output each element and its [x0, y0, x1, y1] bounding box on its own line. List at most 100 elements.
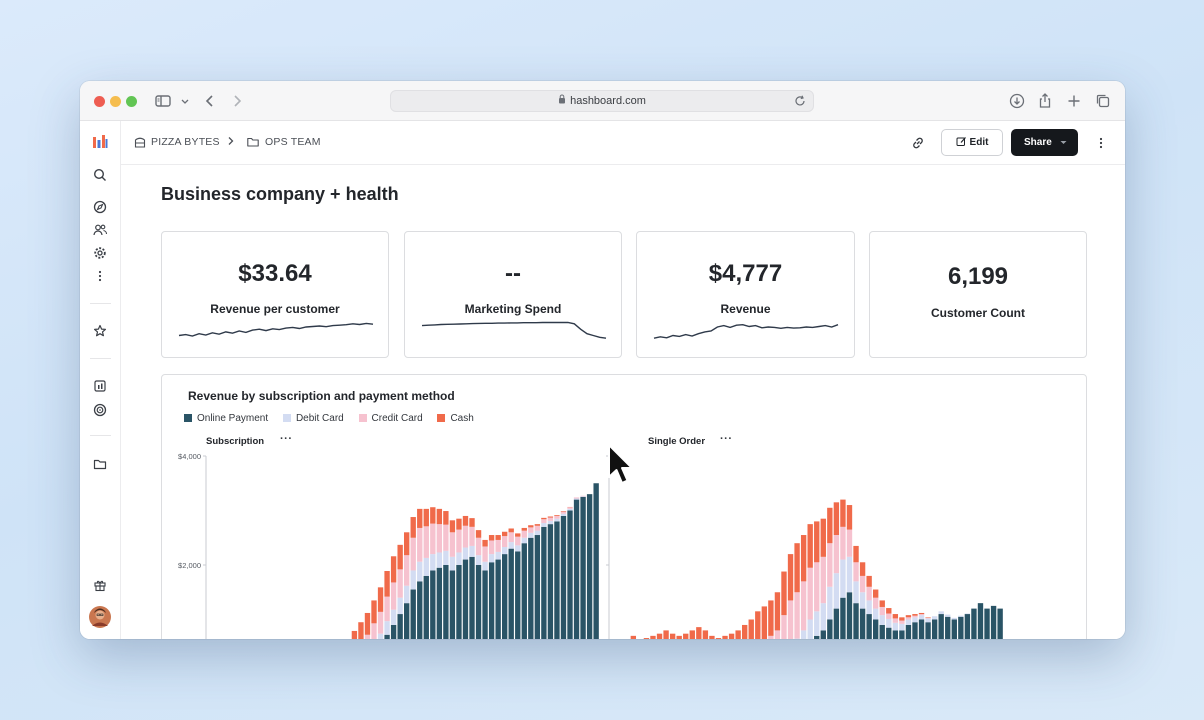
bar-segment[interactable] — [469, 526, 475, 546]
bar-segment[interactable] — [521, 530, 527, 538]
bar-segment[interactable] — [840, 499, 846, 527]
bar-segment[interactable] — [905, 617, 912, 620]
panel-menu-icon[interactable]: ··· — [720, 433, 733, 445]
bar-segment[interactable] — [899, 623, 905, 631]
bar-segment[interactable] — [814, 562, 820, 612]
bar-segment[interactable] — [560, 515, 567, 639]
bar-segment[interactable] — [436, 508, 443, 525]
bar-segment[interactable] — [547, 520, 554, 525]
bar-segment[interactable] — [475, 565, 482, 639]
bar-segment[interactable] — [371, 600, 377, 624]
bar-segment[interactable] — [892, 630, 899, 639]
bar-segment[interactable] — [580, 496, 586, 497]
bar-segment[interactable] — [443, 511, 449, 525]
bar-segment[interactable] — [886, 618, 892, 628]
bar-segment[interactable] — [482, 561, 488, 571]
bar-segment[interactable] — [918, 615, 925, 620]
bar-segment[interactable] — [781, 571, 787, 616]
bar-segment[interactable] — [528, 532, 534, 538]
bar-segment[interactable] — [534, 524, 541, 526]
bar-segment[interactable] — [547, 516, 554, 518]
bar-segment[interactable] — [814, 635, 820, 639]
bar-segment[interactable] — [560, 513, 567, 516]
bar-segment[interactable] — [814, 521, 820, 563]
bar-segment[interactable] — [912, 617, 918, 623]
bar-segment[interactable] — [807, 619, 813, 640]
bar-segment[interactable] — [404, 585, 410, 604]
bar-segment[interactable] — [794, 543, 800, 593]
bar-segment[interactable] — [430, 523, 436, 555]
bar-segment[interactable] — [547, 524, 554, 639]
bar-segment[interactable] — [794, 592, 800, 639]
bar-segment[interactable] — [879, 615, 885, 625]
legend-item[interactable]: Credit Card — [358, 413, 423, 424]
forward-arrow-icon[interactable] — [227, 91, 247, 111]
bar-segment[interactable] — [573, 497, 580, 499]
bar-segment[interactable] — [593, 483, 599, 639]
bar-segment[interactable] — [554, 515, 560, 516]
bar-segment[interactable] — [488, 535, 495, 541]
bar-segment[interactable] — [423, 575, 429, 639]
bar-segment[interactable] — [676, 635, 682, 639]
bar-segment[interactable] — [449, 532, 456, 557]
bar-segment[interactable] — [351, 630, 358, 639]
bar-segment[interactable] — [390, 556, 397, 583]
bar-segment[interactable] — [964, 614, 971, 639]
bar-segment[interactable] — [859, 562, 866, 576]
search-icon[interactable] — [92, 167, 108, 183]
bar-segment[interactable] — [650, 635, 656, 639]
bar-segment[interactable] — [528, 525, 534, 528]
bar-segment[interactable] — [495, 539, 501, 552]
bar-segment[interactable] — [925, 622, 931, 639]
bar-segment[interactable] — [554, 518, 560, 522]
download-icon[interactable] — [1007, 91, 1027, 111]
bar-segment[interactable] — [495, 535, 501, 540]
chevron-down-icon[interactable] — [175, 91, 195, 111]
bar-segment[interactable] — [384, 621, 390, 635]
bar-segment[interactable] — [364, 612, 371, 635]
bar-segment[interactable] — [833, 535, 840, 574]
bar-segment[interactable] — [573, 498, 580, 500]
bar-segment[interactable] — [371, 623, 377, 639]
bar-segment[interactable] — [846, 529, 853, 557]
bar-segment[interactable] — [508, 548, 514, 639]
bar-segment[interactable] — [820, 556, 826, 604]
bar-segment[interactable] — [669, 633, 676, 639]
bar-segment[interactable] — [886, 627, 892, 639]
bar-segment[interactable] — [846, 556, 853, 593]
bar-segment[interactable] — [931, 616, 938, 620]
bar-segment[interactable] — [377, 611, 384, 634]
bar-segment[interactable] — [840, 526, 846, 560]
bar-segment[interactable] — [853, 603, 859, 639]
bar-segment[interactable] — [827, 586, 833, 620]
bar-segment[interactable] — [866, 614, 872, 639]
bar-segment[interactable] — [469, 518, 475, 527]
bar-segment[interactable] — [971, 608, 977, 639]
bar-segment[interactable] — [807, 524, 813, 568]
bar-segment[interactable] — [515, 551, 521, 639]
bar-segment[interactable] — [820, 630, 826, 639]
bar-segment[interactable] — [840, 559, 846, 598]
bar-segment[interactable] — [384, 634, 390, 639]
bar-segment[interactable] — [567, 508, 573, 511]
bar-segment[interactable] — [456, 518, 462, 530]
bar-segment[interactable] — [866, 575, 872, 587]
bar-segment[interactable] — [689, 630, 695, 639]
bar-segment[interactable] — [430, 570, 436, 639]
bar-segment[interactable] — [377, 587, 384, 612]
bar-segment[interactable] — [722, 635, 728, 639]
bar-segment[interactable] — [521, 537, 527, 544]
bar-segment[interactable] — [951, 619, 957, 640]
bar-segment[interactable] — [449, 570, 456, 639]
bar-segment[interactable] — [800, 581, 807, 631]
address-bar[interactable]: hashboard.com — [390, 90, 814, 112]
metrics-target-icon[interactable] — [92, 402, 108, 418]
kpi-card-revenue[interactable]: $4,777 Revenue — [636, 231, 855, 358]
bar-segment[interactable] — [814, 611, 820, 636]
bar-segment[interactable] — [482, 570, 488, 639]
bar-segment[interactable] — [899, 617, 905, 621]
bar-segment[interactable] — [768, 635, 774, 639]
bar-segment[interactable] — [977, 603, 984, 639]
compass-icon[interactable] — [92, 199, 108, 215]
bar-segment[interactable] — [912, 622, 918, 639]
